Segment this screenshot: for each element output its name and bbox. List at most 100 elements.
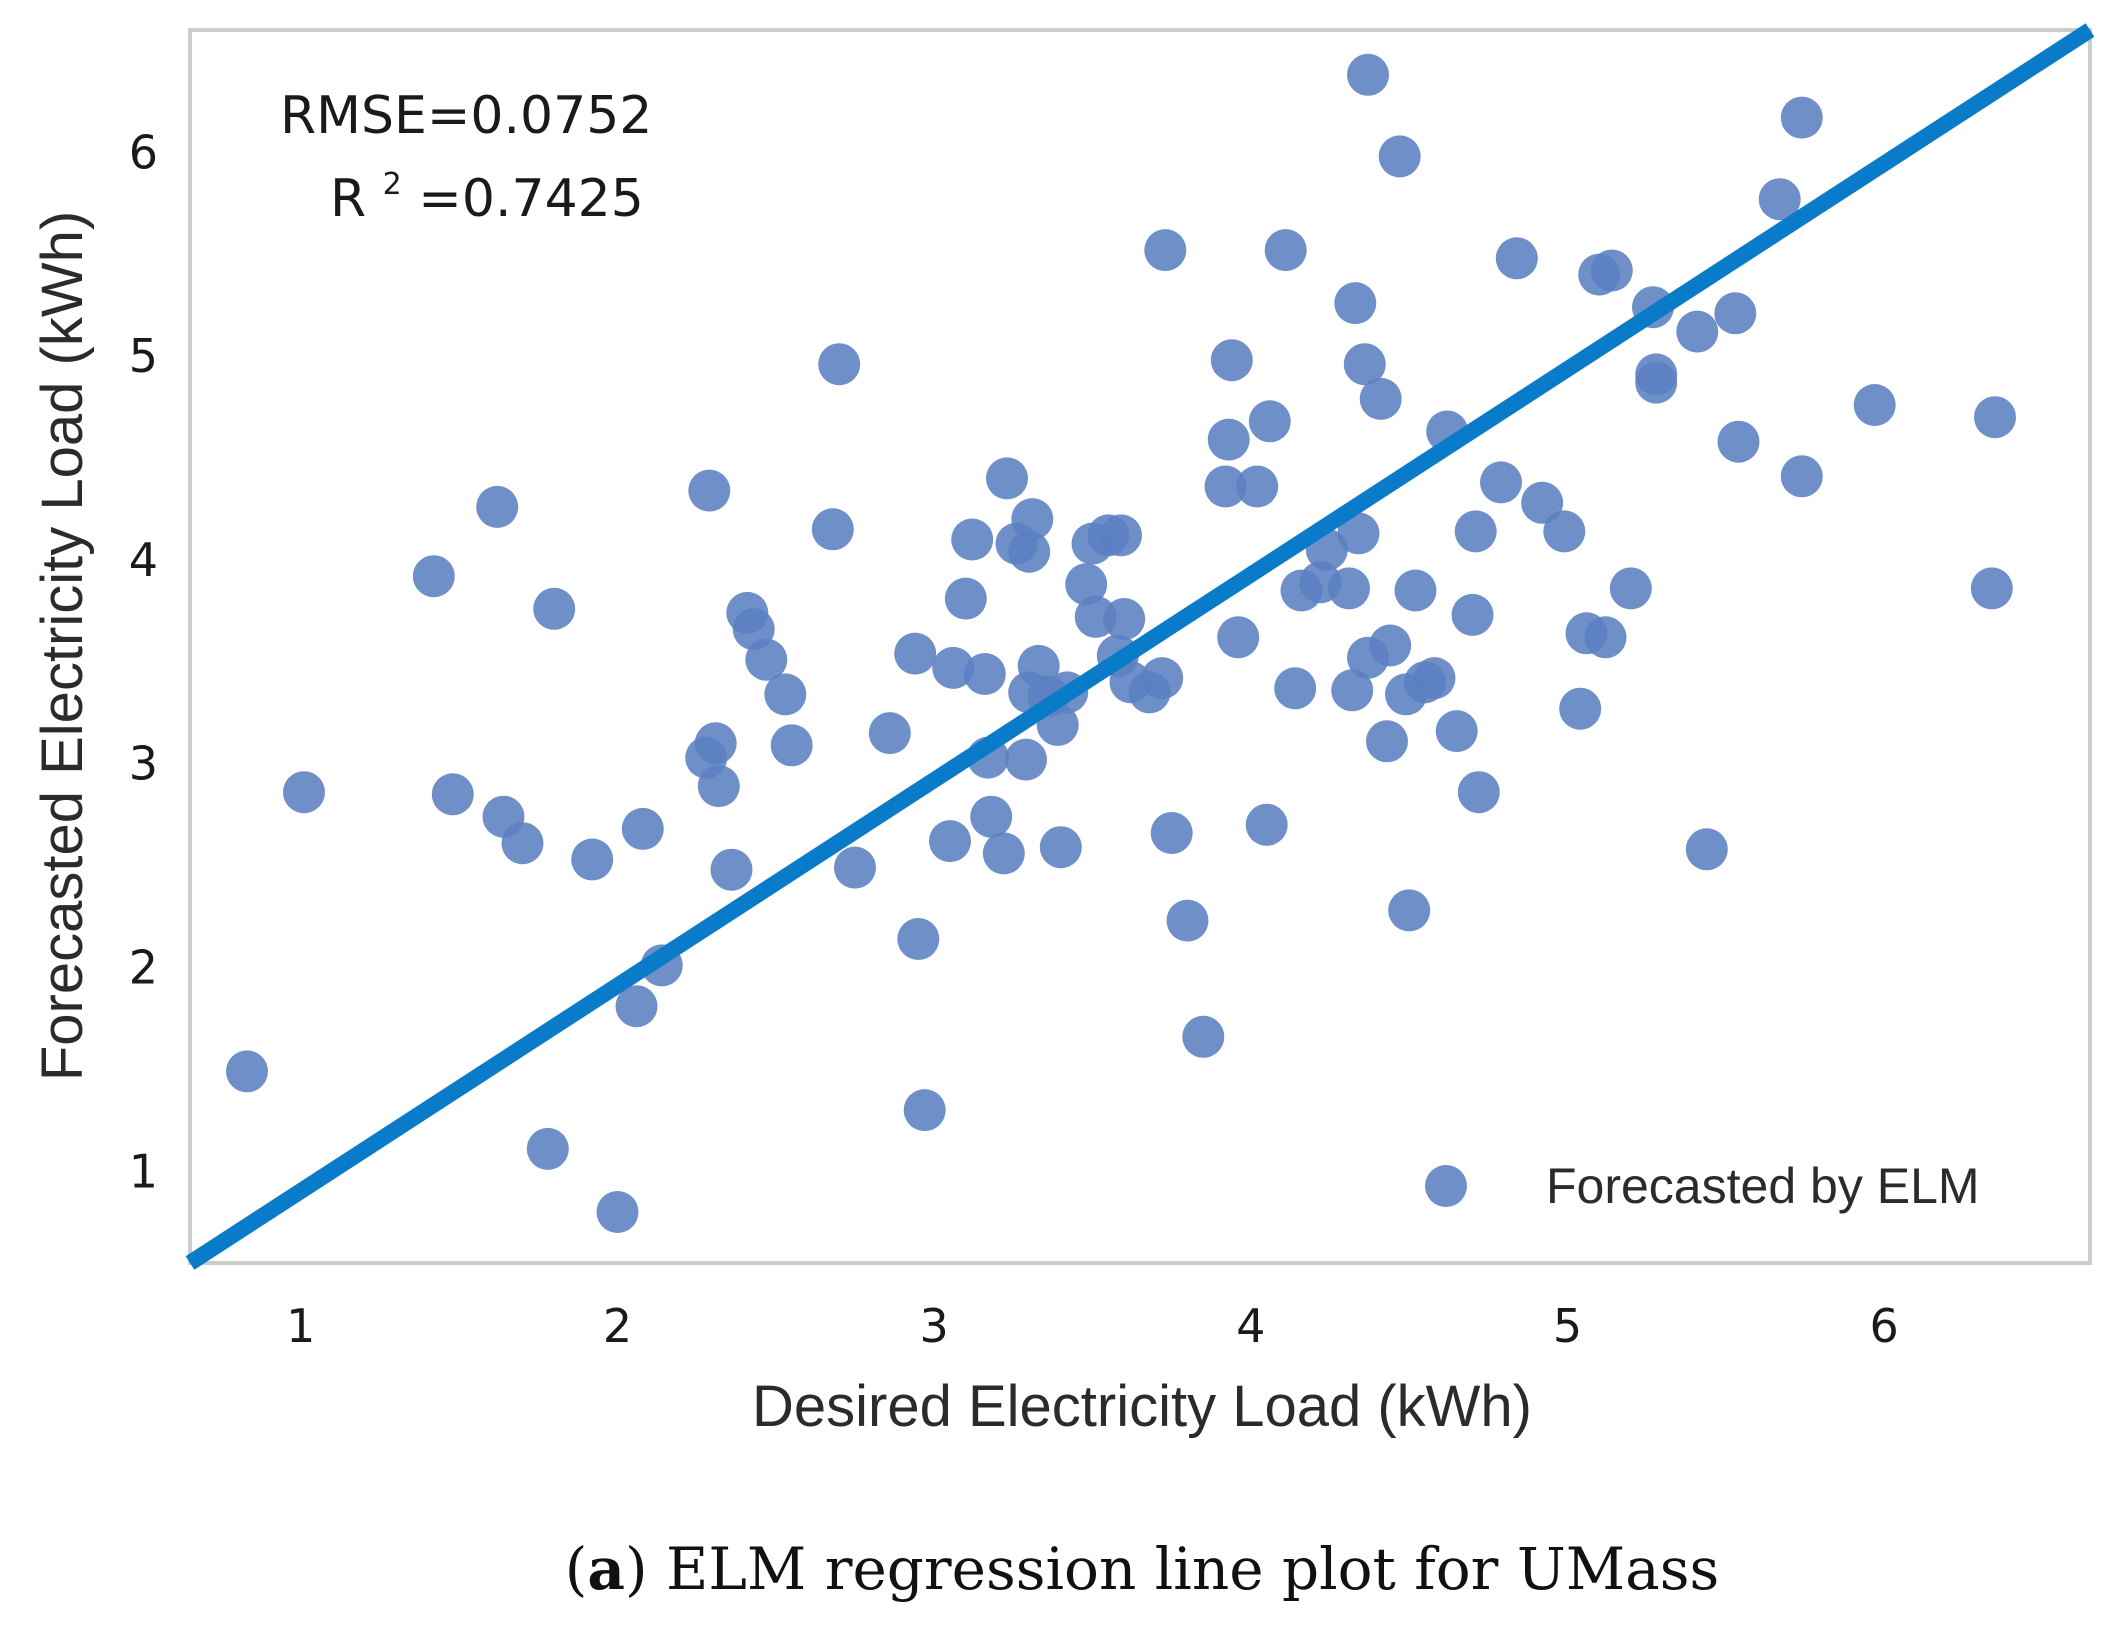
rmse-annotation: RMSE=0.0752 bbox=[280, 86, 652, 146]
data-point bbox=[226, 1050, 268, 1093]
data-point bbox=[1974, 396, 2016, 439]
data-point bbox=[1008, 530, 1051, 573]
data-point bbox=[1264, 229, 1307, 272]
legend: Forecasted by ELM bbox=[1425, 1158, 1980, 1214]
y-axis-ticks: 1 2 3 4 5 6 bbox=[129, 125, 158, 1198]
data-points bbox=[226, 53, 2016, 1233]
data-point bbox=[1274, 667, 1317, 710]
figure-caption: (a) ELM regression line plot for UMass bbox=[565, 1535, 1719, 1603]
data-point bbox=[1100, 514, 1142, 557]
data-point bbox=[1248, 400, 1291, 443]
data-point bbox=[894, 632, 937, 675]
data-point bbox=[1343, 343, 1386, 386]
data-point bbox=[1758, 178, 1801, 221]
x-tick-label: 4 bbox=[1236, 1299, 1265, 1353]
x-axis-ticks: 1 2 3 4 5 6 bbox=[286, 1299, 1899, 1353]
data-point bbox=[944, 577, 987, 620]
data-point bbox=[283, 771, 325, 814]
data-point bbox=[982, 832, 1025, 875]
data-point bbox=[1685, 828, 1728, 871]
data-point bbox=[1359, 377, 1402, 420]
data-point bbox=[764, 673, 807, 716]
data-point bbox=[1609, 567, 1652, 610]
data-point bbox=[476, 485, 519, 528]
regression-line bbox=[185, 23, 2095, 1270]
data-point bbox=[1635, 361, 1678, 404]
data-point bbox=[1413, 657, 1456, 700]
data-point bbox=[571, 838, 614, 881]
data-point bbox=[431, 773, 474, 816]
data-point bbox=[1780, 455, 1823, 498]
data-point bbox=[1245, 803, 1288, 846]
x-tick-label: 1 bbox=[286, 1299, 315, 1353]
data-point bbox=[1207, 418, 1250, 461]
data-point bbox=[1366, 720, 1408, 763]
data-point bbox=[868, 712, 911, 755]
r2-superscript: 2 bbox=[383, 167, 402, 202]
data-point bbox=[970, 795, 1013, 838]
data-point bbox=[1005, 738, 1047, 781]
y-tick-label: 6 bbox=[129, 125, 158, 179]
r2-value: =0.7425 bbox=[418, 169, 644, 229]
r2-prefix: R bbox=[330, 169, 366, 229]
data-point bbox=[526, 1127, 569, 1170]
data-point bbox=[412, 555, 455, 598]
caption-label: a bbox=[587, 1535, 625, 1603]
x-tick-label: 5 bbox=[1553, 1299, 1582, 1353]
data-point bbox=[1378, 135, 1421, 178]
data-point bbox=[1853, 384, 1896, 426]
data-point bbox=[1584, 616, 1627, 659]
data-point bbox=[1337, 512, 1380, 555]
data-point bbox=[621, 807, 664, 850]
data-point bbox=[1388, 889, 1431, 932]
data-point bbox=[1144, 229, 1187, 272]
legend-marker bbox=[1425, 1165, 1467, 1207]
data-point bbox=[1559, 687, 1602, 730]
data-point bbox=[1521, 481, 1564, 524]
data-point bbox=[1011, 498, 1054, 541]
r2-annotation: R 2 =0.7425 bbox=[330, 147, 644, 229]
data-point bbox=[745, 638, 788, 681]
data-point bbox=[1480, 461, 1522, 504]
x-tick-label: 6 bbox=[1870, 1299, 1899, 1353]
data-point bbox=[1039, 826, 1082, 869]
data-point bbox=[1103, 598, 1146, 640]
caption-text: ) ELM regression line plot for UMass bbox=[625, 1535, 1719, 1603]
data-point bbox=[1331, 669, 1374, 712]
data-point bbox=[1236, 465, 1279, 508]
data-point bbox=[1141, 657, 1184, 700]
data-point bbox=[1150, 812, 1193, 854]
data-point bbox=[1334, 282, 1377, 325]
data-point bbox=[932, 646, 975, 689]
data-point bbox=[533, 587, 576, 630]
data-point bbox=[963, 653, 1006, 695]
x-axis-title: Desired Electricity Load (kWh) bbox=[752, 1374, 1532, 1439]
data-point bbox=[929, 820, 971, 863]
data-point bbox=[1451, 593, 1494, 636]
x-tick-label: 2 bbox=[603, 1299, 632, 1353]
data-point bbox=[1676, 310, 1719, 353]
legend-label: Forecasted by ELM bbox=[1546, 1158, 1980, 1214]
data-point bbox=[1065, 563, 1108, 606]
data-point bbox=[615, 985, 658, 1028]
y-tick-label: 4 bbox=[129, 533, 158, 587]
x-tick-label: 3 bbox=[920, 1299, 949, 1353]
data-point bbox=[710, 848, 753, 891]
data-point bbox=[986, 457, 1028, 500]
y-tick-label: 2 bbox=[129, 941, 158, 995]
data-point bbox=[501, 822, 544, 865]
data-point bbox=[1182, 1015, 1225, 1058]
data-point bbox=[1210, 339, 1253, 382]
data-point bbox=[770, 724, 813, 767]
data-point bbox=[951, 518, 994, 561]
data-point bbox=[1457, 771, 1500, 814]
data-point bbox=[1717, 420, 1760, 463]
y-tick-label: 3 bbox=[129, 737, 158, 791]
data-point bbox=[811, 508, 854, 551]
data-point bbox=[903, 1089, 946, 1132]
data-point bbox=[834, 846, 876, 889]
data-point bbox=[1347, 53, 1389, 96]
data-point bbox=[694, 722, 737, 765]
data-point bbox=[697, 765, 740, 808]
data-point bbox=[1204, 465, 1247, 508]
